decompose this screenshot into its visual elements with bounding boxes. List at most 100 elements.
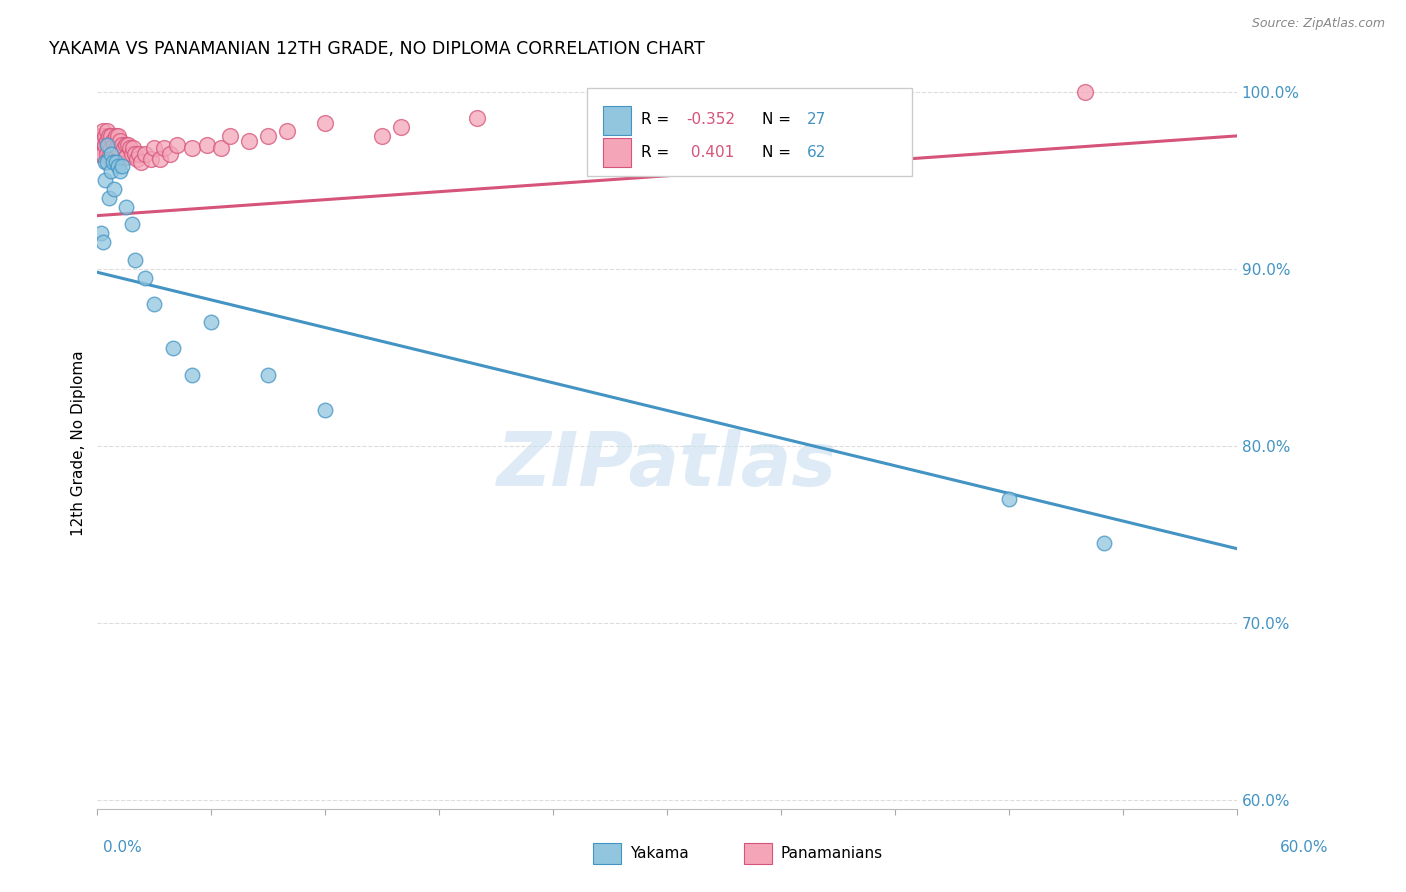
- Text: Yakama: Yakama: [630, 847, 689, 861]
- Point: [389, 120, 412, 134]
- Point: [108, 164, 131, 178]
- Point: [94, 137, 117, 152]
- Point: [139, 152, 162, 166]
- Point: [91, 123, 114, 137]
- Point: [96, 146, 118, 161]
- Point: [96, 137, 118, 152]
- Point: [121, 146, 143, 161]
- Point: [117, 137, 139, 152]
- Point: [181, 368, 204, 382]
- Text: N =: N =: [762, 145, 796, 160]
- Point: [129, 155, 152, 169]
- Point: [100, 164, 122, 178]
- Text: R =: R =: [641, 112, 673, 128]
- Text: Source: ZipAtlas.com: Source: ZipAtlas.com: [1251, 17, 1385, 29]
- Text: Panamanians: Panamanians: [780, 847, 883, 861]
- Point: [998, 491, 1021, 506]
- Point: [97, 150, 120, 164]
- Point: [114, 150, 136, 164]
- Point: [91, 235, 114, 249]
- Point: [101, 134, 124, 148]
- Text: 0.0%: 0.0%: [103, 840, 142, 855]
- Point: [91, 146, 114, 161]
- Point: [128, 146, 150, 161]
- Y-axis label: 12th Grade, No Diploma: 12th Grade, No Diploma: [72, 351, 86, 536]
- Point: [1092, 536, 1115, 550]
- Point: [118, 141, 141, 155]
- FancyBboxPatch shape: [744, 843, 772, 864]
- Point: [90, 128, 112, 143]
- Point: [121, 218, 143, 232]
- Point: [153, 141, 176, 155]
- Point: [200, 315, 222, 329]
- Point: [219, 128, 242, 143]
- Point: [90, 137, 112, 152]
- Point: [134, 270, 156, 285]
- Point: [149, 152, 172, 166]
- Text: 62: 62: [807, 145, 827, 160]
- Point: [90, 146, 112, 161]
- Point: [159, 146, 181, 161]
- Point: [105, 141, 128, 155]
- Point: [89, 137, 111, 152]
- Point: [107, 128, 129, 143]
- Point: [162, 342, 184, 356]
- Point: [789, 106, 811, 120]
- Text: R =: R =: [641, 145, 673, 160]
- Point: [143, 141, 166, 155]
- Point: [111, 159, 134, 173]
- Point: [100, 141, 122, 155]
- Point: [89, 146, 111, 161]
- Point: [112, 141, 135, 155]
- Point: [105, 155, 128, 169]
- Point: [124, 146, 146, 161]
- Point: [124, 252, 146, 267]
- Point: [257, 368, 280, 382]
- Point: [91, 134, 114, 148]
- Point: [107, 141, 129, 155]
- Point: [94, 173, 117, 187]
- Point: [97, 137, 120, 152]
- Point: [96, 155, 118, 169]
- Point: [94, 128, 117, 143]
- Point: [209, 141, 232, 155]
- Point: [197, 137, 219, 152]
- Point: [314, 403, 336, 417]
- Point: [100, 128, 122, 143]
- Point: [100, 152, 122, 166]
- Point: [114, 137, 136, 152]
- Point: [181, 141, 204, 155]
- Point: [89, 128, 111, 143]
- Point: [731, 106, 754, 120]
- Point: [107, 159, 129, 173]
- Point: [105, 150, 128, 164]
- Point: [257, 128, 280, 143]
- FancyBboxPatch shape: [603, 106, 630, 136]
- Point: [97, 128, 120, 143]
- Text: 0.401: 0.401: [686, 145, 735, 160]
- Point: [238, 134, 260, 148]
- Point: [96, 123, 118, 137]
- Point: [114, 200, 136, 214]
- Point: [105, 128, 128, 143]
- Point: [101, 155, 124, 169]
- Point: [166, 137, 188, 152]
- Point: [108, 134, 131, 148]
- Point: [103, 137, 125, 152]
- Point: [96, 134, 118, 148]
- Point: [465, 111, 488, 125]
- Point: [111, 137, 134, 152]
- Point: [1074, 85, 1097, 99]
- Text: N =: N =: [762, 112, 796, 128]
- Point: [94, 155, 117, 169]
- Text: ZIPatlas: ZIPatlas: [498, 429, 837, 501]
- Point: [101, 146, 124, 161]
- Point: [127, 152, 149, 166]
- FancyBboxPatch shape: [593, 843, 621, 864]
- FancyBboxPatch shape: [603, 138, 630, 168]
- Text: 27: 27: [807, 112, 827, 128]
- Text: 60.0%: 60.0%: [1281, 840, 1329, 855]
- Text: -0.352: -0.352: [686, 112, 735, 128]
- Point: [97, 191, 120, 205]
- FancyBboxPatch shape: [588, 88, 912, 177]
